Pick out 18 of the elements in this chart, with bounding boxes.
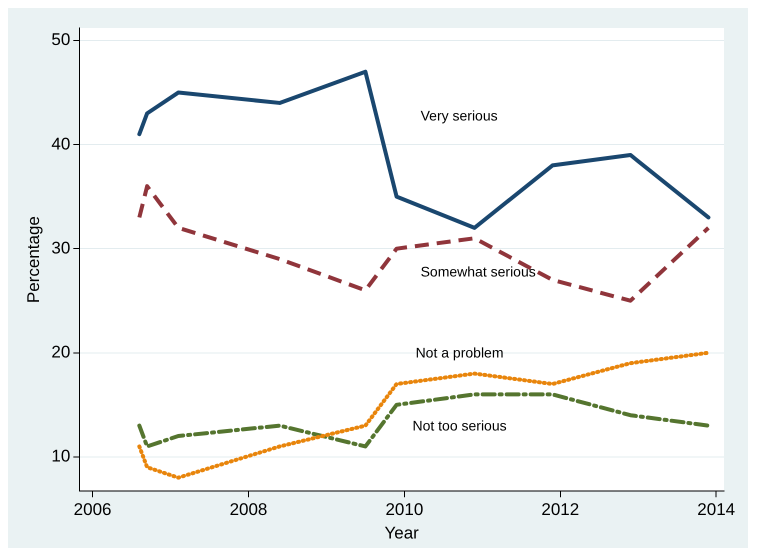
series-label: Somewhat serious — [420, 264, 536, 280]
y-tick-label: 40 — [51, 134, 70, 154]
x-tick-label: 2012 — [541, 500, 580, 520]
x-tick-label: 2014 — [697, 500, 736, 520]
y-tick-label: 30 — [51, 238, 70, 258]
x-tick-label: 2006 — [74, 500, 112, 520]
series-label: Not a problem — [416, 344, 504, 360]
x-tick-label: 2010 — [385, 500, 424, 520]
text: Very serious — [420, 107, 498, 124]
y-tick-label: 20 — [51, 342, 70, 362]
line-series — [137, 184, 710, 303]
x-tick-label: 2008 — [230, 500, 268, 520]
x-axis-title: Year — [384, 523, 420, 542]
line-series — [137, 392, 710, 448]
series-label: Not too serious — [412, 417, 507, 434]
y-tick-label: 50 — [51, 30, 70, 50]
y-tick-label: 10 — [51, 446, 70, 466]
y-axis-title: Percentage — [24, 216, 43, 304]
